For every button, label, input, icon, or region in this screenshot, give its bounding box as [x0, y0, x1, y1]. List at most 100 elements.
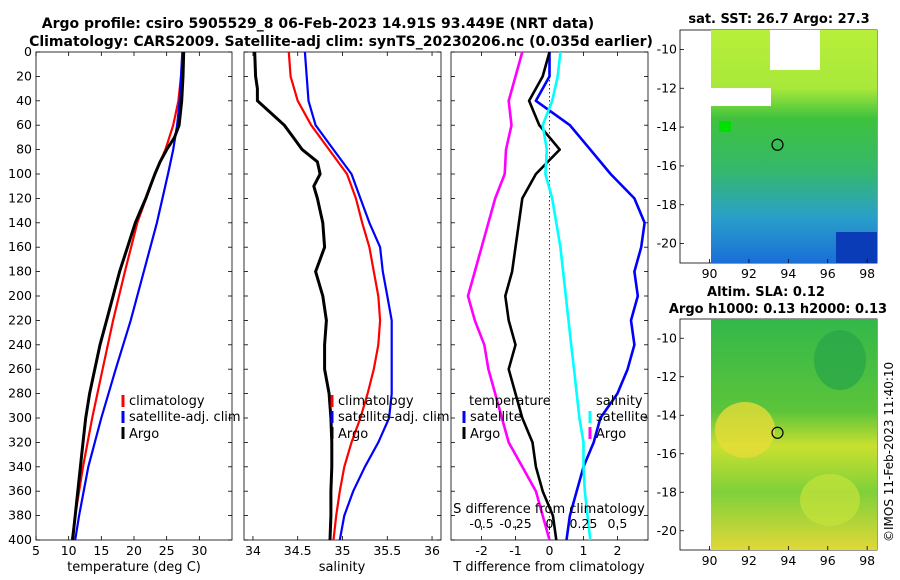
- series-line-argo: [71, 51, 186, 541]
- y-tick-label: 220: [8, 312, 32, 327]
- y-tick-label: 360: [8, 483, 32, 498]
- x-tick-label: 2: [613, 543, 621, 558]
- x-tick-label: 15: [93, 543, 109, 558]
- map-y-tick-label: -16: [657, 158, 677, 173]
- sla-map-title-2: Argo h1000: 0.13 h2000: 0.13: [669, 302, 887, 317]
- map-x-tick-label: 98: [859, 266, 875, 281]
- series-line-salinity-satellite: [541, 51, 592, 541]
- legend-argo-label: Argo: [129, 427, 159, 442]
- legend-salinity-title: salinity: [596, 394, 643, 409]
- series-line-temperature-satellite: [534, 52, 646, 541]
- x-tick-label: 35: [335, 543, 351, 558]
- salinity-x-label: salinity: [319, 560, 366, 575]
- y-tick-label: 120: [8, 190, 32, 205]
- y-tick-label: 280: [8, 386, 32, 401]
- sla-map: Altim. SLA: 0.12 Argo h1000: 0.13 h2000:…: [657, 285, 888, 568]
- x2-tick-label: 0.5: [607, 516, 627, 531]
- y-tick-label: 80: [16, 142, 32, 157]
- legend-sal-argo-label: Argo: [596, 427, 626, 442]
- x-tick-label: 35.5: [373, 543, 401, 558]
- sst-map: sat. SST: 26.7 Argo: 27.3 90 92 94 96 98 -10 -…: [657, 12, 878, 281]
- y-tick-label: 180: [8, 264, 32, 279]
- map-x-tick-label: 90: [702, 553, 718, 568]
- legend-argo-label: Argo: [338, 427, 368, 442]
- sst-cloud-gap: [770, 30, 820, 70]
- legend-temp-satellite-label: satellite: [470, 410, 522, 425]
- y-tick-label: 200: [8, 288, 32, 303]
- argo-location-marker: [771, 426, 784, 439]
- y-tick-label: 340: [8, 459, 32, 474]
- temperature-difference-label: T difference from climatology: [452, 560, 645, 575]
- y-tick-label: 300: [8, 410, 32, 425]
- sst-cold-patch: [836, 232, 877, 263]
- difference-x-ticks: -2 -1 0 1 2: [475, 52, 621, 558]
- series-line-climatology: [287, 51, 382, 541]
- sla-high-blob: [800, 474, 860, 526]
- salinity-axes-box: [243, 51, 442, 541]
- x2-tick-label: 0.25: [570, 516, 598, 531]
- header-line-2: Climatology: CARS2009. Satellite-adj cli…: [29, 34, 653, 50]
- legend-satellite-label: satellite-adj. clim: [338, 410, 450, 425]
- map-x-tick-label: 94: [780, 266, 796, 281]
- difference-series: [466, 51, 646, 541]
- imos-timestamp: ©IMOS 11-Feb-2023 11:40:10: [882, 362, 896, 542]
- map-y-tick-label: -16: [657, 446, 677, 461]
- series-line-satellite-adj-clim: [74, 51, 184, 541]
- temperature-x-ticks: 5 10 15 20 25 30: [32, 52, 207, 558]
- y-tick-label: 260: [8, 361, 32, 376]
- series-line-salinity-argo: [466, 51, 551, 541]
- map-x-tick-label: 94: [780, 553, 796, 568]
- salinity-x-ticks: 34 34.5 35 35.5 36: [245, 52, 440, 558]
- map-y-tick-label: -18: [657, 197, 677, 212]
- x-tick-label: 0: [546, 543, 554, 558]
- y-tick-label: 240: [8, 337, 32, 352]
- map-x-tick-label: 90: [702, 266, 718, 281]
- map-y-tick-label: -14: [657, 119, 677, 134]
- difference-y-ticks: [451, 51, 648, 541]
- series-line-satellite-adj-clim: [303, 51, 393, 541]
- x2-tick-label: -0.5: [469, 516, 493, 531]
- sla-map-title-1: Altim. SLA: 0.12: [707, 285, 825, 300]
- salinity-legend: climatology satellite-adj. clim Argo: [330, 394, 450, 442]
- map-x-tick-label: 96: [820, 266, 836, 281]
- x-tick-label: 34.5: [284, 543, 312, 558]
- series-line-temperature-argo: [503, 51, 562, 541]
- y-tick-label: 100: [8, 166, 32, 181]
- sla-map-ticks: 90 92 94 96 98 -10 -12 -14 -16 -18 -20: [657, 330, 876, 568]
- legend-climatology-label: climatology: [338, 394, 414, 409]
- map-y-tick-label: -10: [657, 41, 677, 56]
- sst-map-ticks: 90 92 94 96 98 -10 -12 -14 -16 -18 -20: [657, 41, 876, 281]
- x-tick-label: 20: [126, 543, 142, 558]
- y-tick-label: 40: [16, 93, 32, 108]
- x-tick-label: 5: [32, 543, 40, 558]
- x-tick-label: -1: [509, 543, 521, 558]
- temperature-axes-box: [35, 51, 233, 541]
- temperature-panel: 0 20 40 60 80 100 120 140 160 180 200 220 240 260 280 3…: [8, 44, 240, 575]
- salinity-panel: 34 34.5 35 35.5 36 salinity climatology sate…: [243, 51, 450, 575]
- argo-location-marker: [771, 138, 784, 151]
- map-y-tick-label: -18: [657, 484, 677, 499]
- y-tick-label: 400: [8, 532, 32, 547]
- y-tick-label: 320: [8, 434, 32, 449]
- salinity-difference-ticks: -0.5 -0.25 0 0.25 0.5: [469, 516, 627, 531]
- map-x-tick-label: 96: [820, 553, 836, 568]
- map-y-tick-label: -10: [657, 330, 677, 345]
- temperature-series: [70, 51, 186, 541]
- x-tick-label: 1: [579, 543, 587, 558]
- y-tick-label: 0: [24, 44, 32, 59]
- salinity-y-ticks: [244, 51, 441, 541]
- y-tick-label: 60: [16, 117, 32, 132]
- y-tick-label: 380: [8, 508, 32, 523]
- y-tick-label: 20: [16, 68, 32, 83]
- map-y-tick-label: -14: [657, 407, 677, 422]
- map-x-tick-label: 92: [741, 266, 757, 281]
- difference-panel: -2 -1 0 1 2 S difference from climatology -0…: [450, 51, 649, 575]
- x2-tick-label: 0: [546, 516, 554, 531]
- x-tick-label: 34: [245, 543, 261, 558]
- sla-low-blob: [814, 330, 866, 390]
- y-tick-label: 160: [8, 239, 32, 254]
- sst-island-pixel: [719, 121, 731, 132]
- salinity-difference-label: S difference from climatology: [453, 502, 645, 517]
- x-tick-label: -2: [475, 543, 487, 558]
- map-y-tick-label: -20: [657, 236, 677, 251]
